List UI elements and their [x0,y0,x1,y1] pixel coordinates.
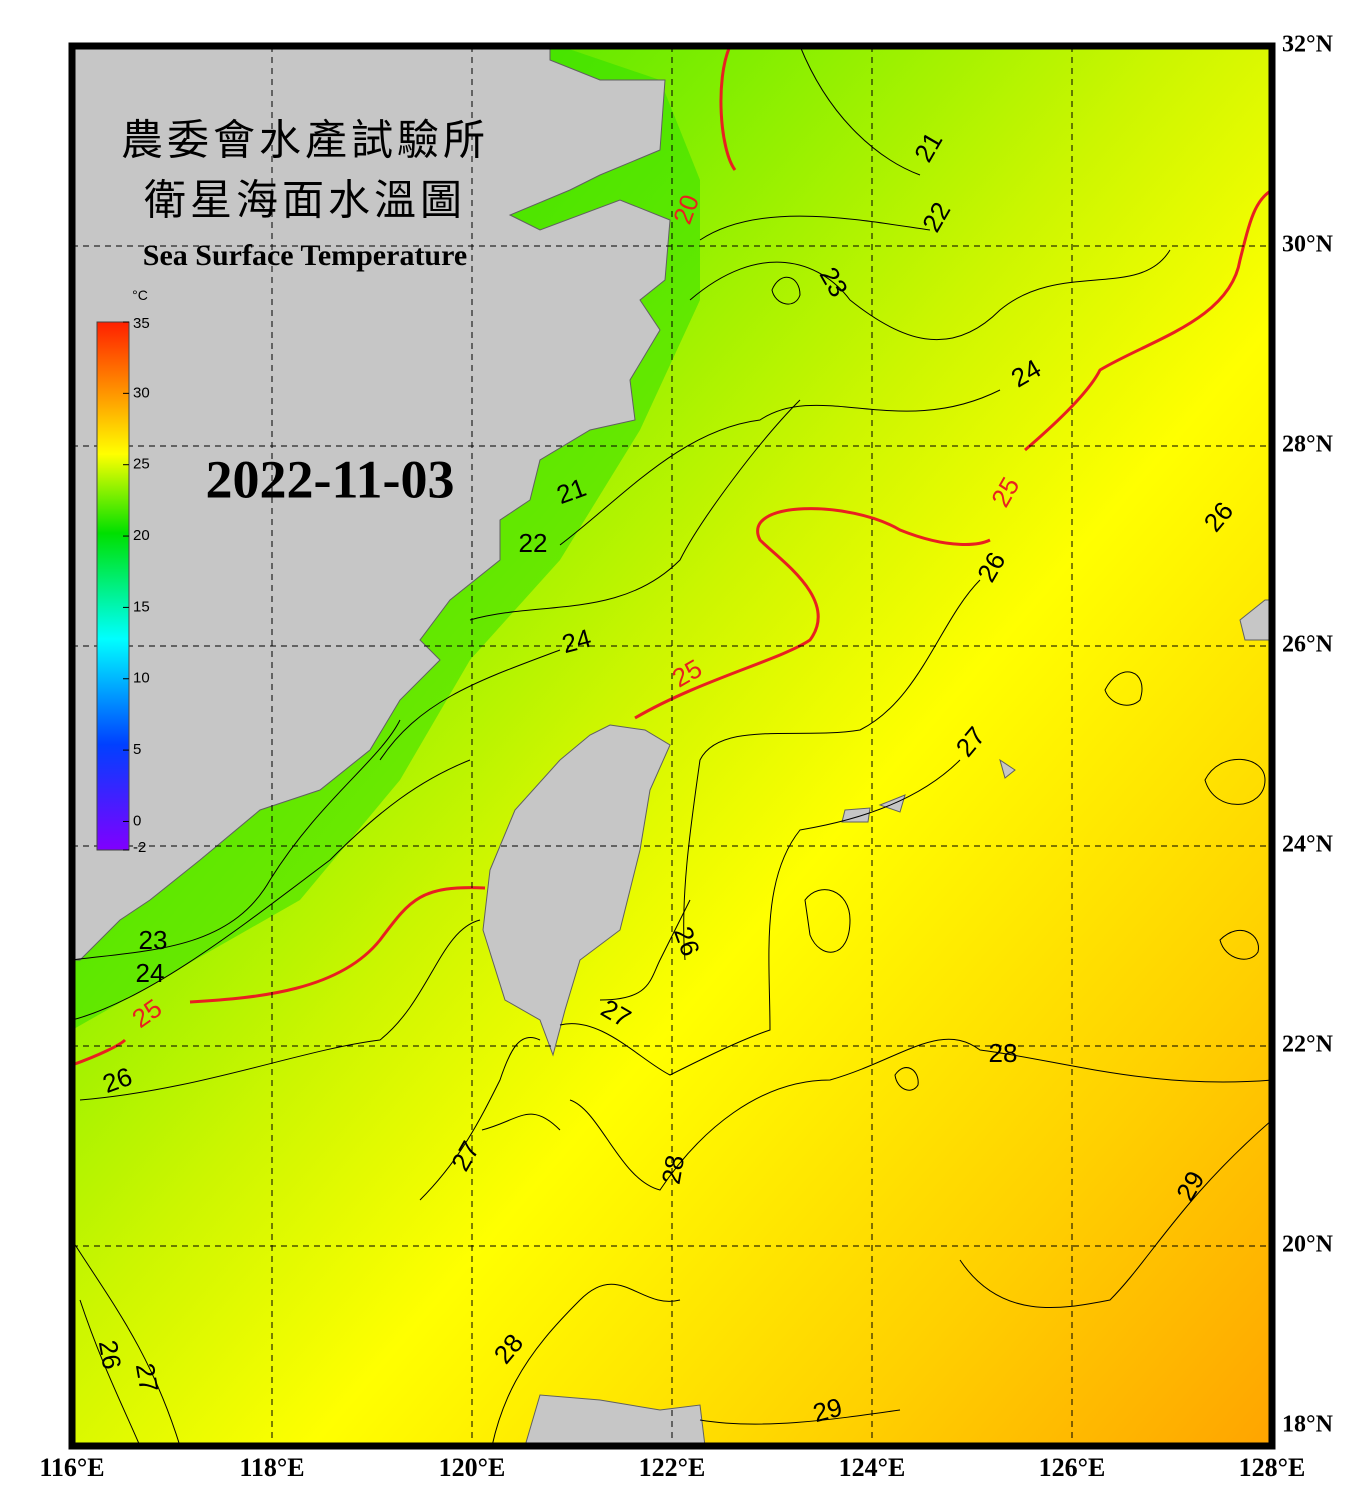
title-en: Sea Surface Temperature [143,239,467,272]
contour-label: 27 [130,1361,165,1395]
colorbar-tick-label: 10 [133,670,150,687]
colorbar-scale [96,321,130,851]
graticule [72,46,1272,1446]
lat-label: 26°N [1282,632,1334,658]
lon-label: 122°E [639,1453,706,1482]
contour-label: 22 [519,528,548,558]
lon-label: 124°E [839,1453,906,1482]
contour-label: 24 [136,958,165,988]
lat-label: 18°N [1282,1412,1334,1438]
title-zh: 衛星海面水溫圖 [144,179,466,225]
lon-label: 118°E [239,1453,304,1482]
colorbar-tick-label: 15 [133,598,150,615]
date: 2022-11-03 [206,449,455,509]
lat-label: 28°N [1282,432,1334,458]
lat-label: 32°N [1282,32,1334,58]
lon-label: 126°E [1039,1453,1106,1482]
lat-label: 22°N [1282,1032,1334,1058]
mainland [72,46,671,961]
contour-label: 26 [93,1338,128,1372]
lon-label: 128°E [1239,1453,1306,1482]
colorbar-tick-label: 5 [133,741,141,758]
contours [72,46,1272,1446]
contour-labels: 21 22 23 24 20 25 26 26 21 22 24 25 27 2… [93,127,1239,1428]
luzon [524,1394,706,1446]
title-zh: 農委會水產試驗所 [121,118,489,165]
island [1239,599,1272,641]
colorbar-tick-label: 35 [133,315,150,332]
lat-label: 24°N [1282,832,1334,858]
island [841,758,1016,823]
header: 農委會水產試驗所 衛星海面水溫圖 Sea Surface Temperature… [121,118,489,510]
lat-label: 30°N [1282,232,1334,258]
colorbar-unit: °C [132,287,148,303]
colorbar: °C -2 0 5 10 15 20 25 30 35 [96,287,150,856]
colorbar-tick-label: 30 [133,384,150,401]
colorbar-tick-label: 0 [133,812,141,829]
map-area: 21 22 23 24 20 25 26 26 21 22 24 25 27 2… [72,46,1272,1446]
axes-labels: 116°E 118°E 120°E 122°E 124°E 126°E 128°E 18°N 2… [39,32,1333,1482]
contour-label: 23 [139,925,168,955]
lon-label: 116°E [39,1453,104,1482]
colorbar-tick-label: 20 [133,527,150,544]
taiwan [482,724,671,1057]
lat-label: 20°N [1282,1232,1334,1258]
lon-label: 120°E [439,1453,506,1482]
colorbar-tick-label: 25 [133,456,150,473]
map-frame [68,42,1276,1450]
contour-label: 28 [656,1153,691,1187]
colorbar-tick-label: -2 [133,839,146,856]
contour-label: 28 [989,1038,1018,1068]
